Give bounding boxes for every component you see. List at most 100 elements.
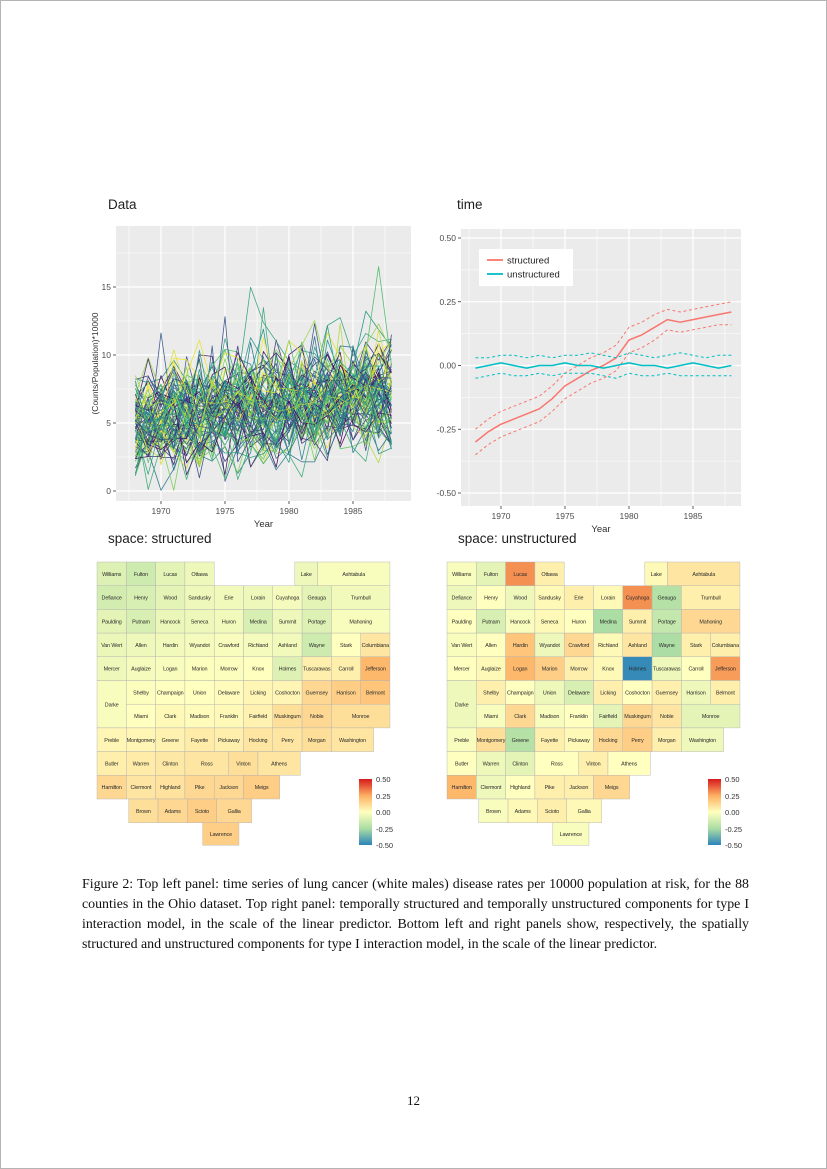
color-scale-tick-label: 0.25 bbox=[725, 791, 740, 801]
county-label: Columbiana bbox=[362, 643, 390, 649]
county-label: Paulding bbox=[102, 619, 122, 625]
county-shape bbox=[681, 727, 724, 752]
county-label: Pike bbox=[195, 785, 205, 791]
ohio-map-structured: Williams Fulton Lucas Ottawa Lake Ashtabula De… bbox=[96, 561, 391, 846]
y-axis-label: (Counts/Population)*10000 bbox=[90, 312, 100, 414]
county-label: Shelby bbox=[133, 690, 149, 696]
county-label: Morgan bbox=[308, 738, 326, 744]
unstructured-lower-band bbox=[475, 372, 732, 379]
county-label: Athens bbox=[271, 762, 287, 768]
county-label: Madison bbox=[540, 714, 560, 720]
svg-text:-0.25: -0.25 bbox=[437, 424, 457, 434]
county-label: Hancock bbox=[510, 619, 530, 625]
unstructured-upper-band bbox=[475, 352, 732, 359]
county-label: Erie bbox=[224, 596, 233, 602]
county-label: Union bbox=[543, 690, 557, 696]
color-scale-tick-label: -0.25 bbox=[376, 824, 394, 834]
county-label: Summit bbox=[279, 619, 297, 625]
map-structured-title: space: structured bbox=[108, 531, 212, 546]
county-label: Gallia bbox=[578, 809, 591, 815]
legend-label: structured bbox=[507, 256, 549, 267]
legend-label: unstructured bbox=[507, 270, 560, 281]
county-label: Meigs bbox=[255, 785, 269, 791]
county-shape bbox=[593, 775, 630, 800]
county-label: Washington bbox=[689, 738, 716, 744]
county-label: Morrow bbox=[570, 667, 587, 673]
county-label: Williams bbox=[102, 572, 121, 578]
county-label: Pickaway bbox=[568, 738, 590, 744]
county-label: Van Wert bbox=[451, 643, 473, 649]
color-scale-tick-label: 0.00 bbox=[725, 808, 740, 817]
svg-text:1970: 1970 bbox=[492, 511, 511, 521]
county-label: Licking bbox=[600, 690, 616, 696]
county-label: Wayne bbox=[309, 643, 325, 649]
county-label: Carroll bbox=[689, 667, 704, 673]
county-label: Clark bbox=[514, 714, 526, 720]
county-label: Portage bbox=[658, 619, 676, 625]
county-label: Paulding bbox=[452, 619, 472, 625]
county-label: Crawford bbox=[568, 643, 589, 649]
county-label: Shelby bbox=[483, 690, 499, 696]
county-series bbox=[135, 364, 392, 454]
county-label: Hamilton bbox=[102, 785, 122, 791]
county-label: Marion bbox=[192, 667, 208, 673]
county-label: Jackson bbox=[219, 785, 238, 791]
county-label: Clinton bbox=[162, 762, 178, 768]
county-label: Tuscarawas bbox=[653, 667, 681, 673]
county-label: Defiance bbox=[102, 596, 122, 602]
color-scale-tick-label: 0.25 bbox=[376, 791, 391, 801]
county-label: Holmes bbox=[629, 667, 647, 673]
county-label: Noble bbox=[310, 714, 324, 720]
county-label: Van Wert bbox=[101, 643, 123, 649]
county-label: Richland bbox=[248, 643, 268, 649]
county-label: Champaign bbox=[157, 690, 184, 696]
county-label: Lorain bbox=[601, 596, 615, 602]
county-label: Holmes bbox=[279, 667, 297, 673]
axis-ticks: 0 5 10 15 1970 1975 1980 1985 bbox=[102, 282, 363, 516]
county-label: Lucas bbox=[163, 572, 177, 578]
county-label: Summit bbox=[629, 619, 647, 625]
county-label: Henry bbox=[134, 596, 148, 602]
county-label: Trumbull bbox=[701, 596, 721, 602]
county-label: Putnam bbox=[482, 619, 500, 625]
county-label: Auglaize bbox=[481, 667, 501, 673]
color-scale-legend: 0.50 0.25 0.00 -0.25 -0.50 bbox=[359, 776, 411, 853]
svg-text:0.50: 0.50 bbox=[439, 233, 456, 243]
county-label: Jefferson bbox=[365, 667, 386, 673]
county-label: Sandusky bbox=[188, 596, 211, 602]
county-label: Hocking bbox=[599, 738, 618, 744]
county-series bbox=[135, 345, 392, 471]
county-label: Preble bbox=[104, 738, 119, 744]
county-label: Lawrence bbox=[210, 832, 232, 838]
county-label: Clark bbox=[164, 714, 176, 720]
svg-text:0.25: 0.25 bbox=[439, 297, 456, 307]
axis-ticks: 0.50 0.25 0.00 -0.25 -0.50 1970 1975 1980 1985 bbox=[437, 233, 703, 521]
county-label: Hardin bbox=[513, 643, 528, 649]
county-shape bbox=[446, 680, 477, 729]
county-label: Madison bbox=[190, 714, 210, 720]
county-label: Gallia bbox=[228, 809, 241, 815]
county-label: Logan bbox=[513, 667, 527, 673]
county-shape bbox=[331, 727, 374, 752]
county-label: Coshocton bbox=[275, 690, 300, 696]
county-label: Defiance bbox=[452, 596, 472, 602]
county-series bbox=[135, 316, 392, 463]
county-label: Henry bbox=[484, 596, 498, 602]
county-series bbox=[135, 375, 392, 461]
county-label: Wood bbox=[514, 596, 528, 602]
structured-mean-line bbox=[474, 311, 732, 443]
county-label: Carroll bbox=[339, 667, 354, 673]
county-label: Harrison bbox=[686, 690, 705, 696]
county-label: Erie bbox=[574, 596, 583, 602]
county-label: Stark bbox=[690, 643, 702, 649]
county-label: Ottawa bbox=[191, 572, 207, 578]
county-label: Lorain bbox=[251, 596, 265, 602]
county-label: Darke bbox=[455, 702, 469, 708]
county-label: Geauga bbox=[308, 596, 327, 602]
county-label: Geauga bbox=[658, 596, 677, 602]
svg-text:10: 10 bbox=[102, 350, 112, 360]
county-label: Mahoning bbox=[699, 619, 722, 625]
color-scale-tick-label: -0.50 bbox=[376, 841, 394, 850]
county-label: Perry bbox=[281, 738, 294, 744]
county-label: Brown bbox=[486, 809, 501, 815]
